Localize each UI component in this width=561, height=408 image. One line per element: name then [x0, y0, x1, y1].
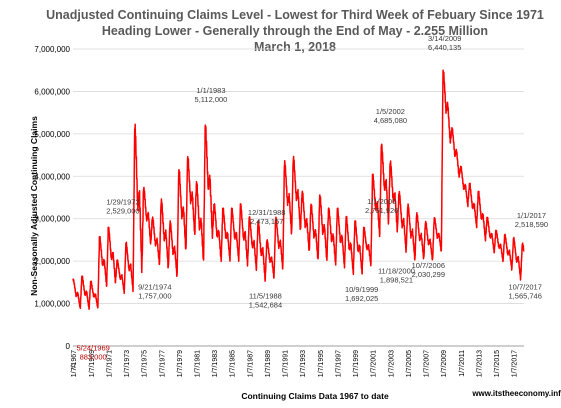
- x-tick-label: 1/7/1977: [159, 350, 166, 377]
- claims-series-line: [72, 69, 525, 311]
- annotation-value: 2,529,000: [106, 207, 139, 216]
- x-tick-label: 1/7/1971: [106, 350, 113, 377]
- x-tick-label: 1/7/1981: [194, 350, 201, 377]
- annotation-value: 2,761,926: [365, 206, 398, 215]
- annotation-value: 1,565,746: [509, 292, 542, 301]
- x-tick-label: 1/7/1991: [283, 350, 290, 377]
- annotation-value: 1,898,521: [380, 275, 413, 284]
- annotation-date: 1/1/2000: [367, 197, 396, 206]
- x-tick-label: 1/7/1979: [177, 350, 184, 377]
- x-tick-label: 1/7/1985: [230, 350, 237, 377]
- annotation-date: 10/7/2006: [412, 261, 445, 270]
- y-tick-label: 2,000,000: [34, 257, 70, 266]
- annotation-value: 883,000: [80, 353, 107, 362]
- x-tick-label: 1/7/1987: [247, 350, 254, 377]
- x-tick-label: 1/7/1993: [300, 350, 307, 377]
- x-tick-label: 1/7/1997: [335, 350, 342, 377]
- y-axis-label: Non-Seasonally Adjusted Continuing Claim…: [29, 116, 39, 296]
- chart-title-line-1: Unadjusted Continuing Claims Level - Low…: [46, 8, 544, 22]
- annotation-value: 2,030,299: [412, 270, 445, 279]
- annotation-value: 2,473,157: [250, 217, 283, 226]
- x-tick-label: 1/7/1995: [318, 350, 325, 377]
- x-tick-label: 1/7/2013: [476, 350, 483, 377]
- y-tick-label: 7,000,000: [34, 45, 70, 54]
- x-axis-label: Continuing Claims Data 1967 to date: [241, 391, 389, 401]
- annotation-value: 5,112,000: [195, 95, 228, 104]
- annotation-date: 11/5/1988: [249, 292, 282, 301]
- y-tick-label: 6,000,000: [34, 87, 70, 96]
- x-tick-label: 1/7/2009: [441, 350, 448, 377]
- annotation-date: 3/14/2009: [428, 34, 461, 43]
- annotation-value: 4,685,080: [374, 116, 407, 125]
- gridlines: [73, 48, 524, 347]
- annotation-value: 2,518,590: [515, 220, 548, 229]
- annotation-date: 5/24/1969: [76, 344, 109, 353]
- x-tick-label: 1/7/1967: [71, 350, 78, 377]
- annotation-date: 11/18/2000: [378, 266, 415, 275]
- annotation-extra: 0: [71, 362, 75, 371]
- annotation-value: 1,542,684: [249, 301, 282, 310]
- annotation-date: 1/1/1983: [196, 86, 225, 95]
- annotation-value: 1,757,000: [138, 291, 171, 300]
- x-tick-label: 1/7/2011: [459, 350, 466, 377]
- source-label: www.itstheeconomy.info: [471, 389, 561, 398]
- x-tick-label: 1/7/2003: [388, 350, 395, 377]
- x-tick-label: 1/7/2015: [494, 350, 501, 377]
- annotation-date: 1/5/2002: [376, 107, 405, 116]
- x-tick-label: 1/7/1969: [89, 350, 96, 377]
- annotation-date: 12/31/1988: [248, 208, 286, 217]
- annotation-value: 6,440,135: [428, 43, 461, 52]
- annotation-value: 1,692,025: [345, 294, 378, 303]
- annotation-date: 1/29/1972: [106, 198, 139, 207]
- y-tick-label: 3,000,000: [34, 215, 70, 224]
- x-tick-label: 1/7/1989: [265, 350, 272, 377]
- chart-title-line-2: Heading Lower - Generally through the En…: [102, 24, 488, 38]
- x-tick-label: 1/7/2005: [406, 350, 413, 377]
- x-tick-label: 1/7/1999: [353, 350, 360, 377]
- annotation-date: 10/7/2017: [509, 283, 542, 292]
- annotation-date: 10/9/1999: [345, 285, 378, 294]
- x-tick-label: 1/7/2001: [371, 350, 378, 377]
- y-axis-ticks: 0 1,000,000 2,000,000 3,000,000 4,000,000 5,0…: [34, 45, 70, 351]
- chart-title-line-3: March 1, 2018: [254, 40, 336, 54]
- x-tick-label: 1/7/1975: [142, 350, 149, 377]
- y-tick-label: 1,000,000: [34, 300, 70, 309]
- x-tick-label: 1/7/1983: [212, 350, 219, 377]
- x-tick-label: 1/7/2007: [424, 350, 431, 377]
- annotation-date: 9/21/1974: [138, 282, 171, 291]
- x-axis-ticks: 1/7/1967 1/7/1969 1/7/1971 1/7/1973 1/7/1975…: [71, 350, 518, 377]
- y-tick-label: 0: [66, 342, 71, 351]
- x-tick-label: 1/7/1973: [124, 350, 131, 377]
- y-tick-label: 5,000,000: [34, 130, 70, 139]
- x-tick-label: 1/7/2017: [512, 350, 519, 377]
- annotation-date: 1/1/2017: [517, 211, 546, 220]
- y-tick-label: 4,000,000: [34, 172, 70, 181]
